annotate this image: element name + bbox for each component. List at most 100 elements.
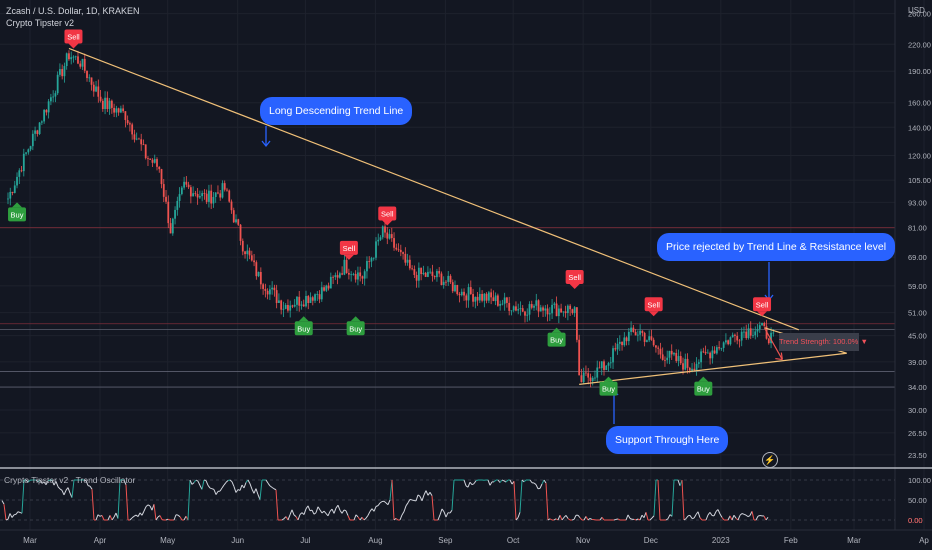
currency-label[interactable]: USD (908, 6, 925, 15)
lightning-icon[interactable]: ⚡ (762, 452, 778, 468)
candle-body (655, 345, 657, 348)
oscillator-line (369, 508, 373, 512)
symbol-title[interactable]: Zcash / U.S. Dollar, 1D, KRAKEN (6, 6, 140, 16)
oscillator-line (729, 515, 733, 521)
buy-signal: Buy (8, 202, 27, 222)
oscillator-line (131, 515, 135, 519)
oscillator-line (665, 518, 669, 521)
time-tick-label: Sep (438, 536, 453, 545)
candle-body (481, 293, 483, 301)
candle-body (388, 234, 391, 239)
price-tick-label: 93.00 (908, 198, 927, 207)
candle-body (415, 274, 418, 281)
candle-body (512, 306, 515, 311)
oscillator-line (197, 480, 201, 486)
candle-body (417, 267, 420, 281)
candle-body (675, 353, 678, 361)
oscillator-line (519, 479, 523, 513)
oscillator-line (727, 515, 731, 521)
oscillator-line (705, 514, 709, 521)
sell-signal-box (565, 270, 584, 285)
candle-body (305, 295, 307, 307)
candle-body (20, 170, 23, 172)
oscillator-line (297, 514, 301, 521)
buy-signal: Buy (694, 376, 713, 396)
oscillator-line (149, 505, 153, 511)
oscillator-line (107, 515, 111, 521)
oscillator-line (533, 482, 537, 485)
oscillator-line (449, 509, 453, 514)
candle-body (740, 331, 743, 341)
buy-signal-pointer (298, 316, 309, 322)
candle-body (264, 288, 267, 291)
candle-body (54, 93, 57, 97)
candle-body (345, 259, 348, 273)
oscillator-line (191, 482, 195, 485)
candle-body (38, 122, 41, 134)
candle-body (192, 193, 195, 197)
oscillator-line (347, 515, 351, 521)
candle-body (589, 377, 592, 382)
candle-body (332, 276, 334, 278)
time-tick-label: Dec (644, 536, 658, 545)
oscillator-line (627, 514, 631, 519)
candle-body (167, 201, 170, 224)
oscillator-line (757, 515, 761, 517)
candle-body (31, 133, 34, 147)
candle-body (691, 368, 693, 371)
candle-body (533, 305, 535, 308)
oscillator-line (307, 505, 311, 511)
indicator-title[interactable]: Crypto Tipster v2 (6, 18, 75, 28)
oscillator-line (289, 509, 293, 515)
oscillator-line (21, 479, 25, 514)
oscillator-line (423, 490, 427, 496)
oscillator-line (393, 517, 397, 521)
time-tick-label: Jul (300, 536, 310, 545)
candle-body (641, 330, 644, 333)
oscillator-line (269, 485, 273, 488)
candle-body (761, 323, 763, 326)
candle-body (639, 330, 642, 335)
oscillator-tick-label: 50.00 (908, 496, 927, 505)
sell-signal: Sell (378, 206, 397, 226)
oscillator-line (231, 481, 235, 487)
candle-body (329, 276, 332, 289)
candle-body (587, 373, 590, 378)
buy-signal: Buy (346, 316, 365, 336)
oscillator-line (229, 479, 233, 483)
candle-body (693, 368, 696, 371)
oscillator-line (743, 513, 747, 516)
candle-body (97, 86, 100, 97)
candle-body (372, 257, 375, 259)
candle-body (557, 308, 560, 317)
oscillator-line (401, 511, 405, 516)
oscillator-line (699, 517, 703, 521)
sell-signal-pointer (343, 254, 354, 260)
oscillator-line (187, 479, 191, 520)
oscillator-line (653, 479, 657, 516)
candle-body (517, 309, 520, 311)
oscillator-title[interactable]: Crypto Tipster v2 - Trend Oscillator (4, 475, 136, 485)
oscillator-line (747, 515, 751, 518)
candle-body (429, 271, 432, 273)
candle-body (149, 158, 152, 160)
oscillator-line (451, 479, 455, 511)
sell-signal-box (339, 240, 358, 255)
oscillator-line (247, 479, 251, 484)
oscillator-line (513, 481, 517, 521)
price-axis: 260.00 220.00 190.00 160.00 140.00 120.00 105.… (894, 0, 931, 530)
candle-body (381, 226, 384, 238)
candle-body (56, 74, 59, 94)
oscillator-line (133, 514, 137, 517)
oscillator-line (489, 481, 493, 486)
signal-label: Buy (349, 324, 362, 333)
price-tick-label: 140.00 (908, 123, 931, 132)
candle-body (758, 325, 761, 330)
candle-body (645, 340, 648, 342)
candle-body (43, 109, 46, 122)
candle-body (438, 271, 441, 274)
oscillator-line (265, 479, 269, 484)
oscillator-line (651, 515, 655, 519)
